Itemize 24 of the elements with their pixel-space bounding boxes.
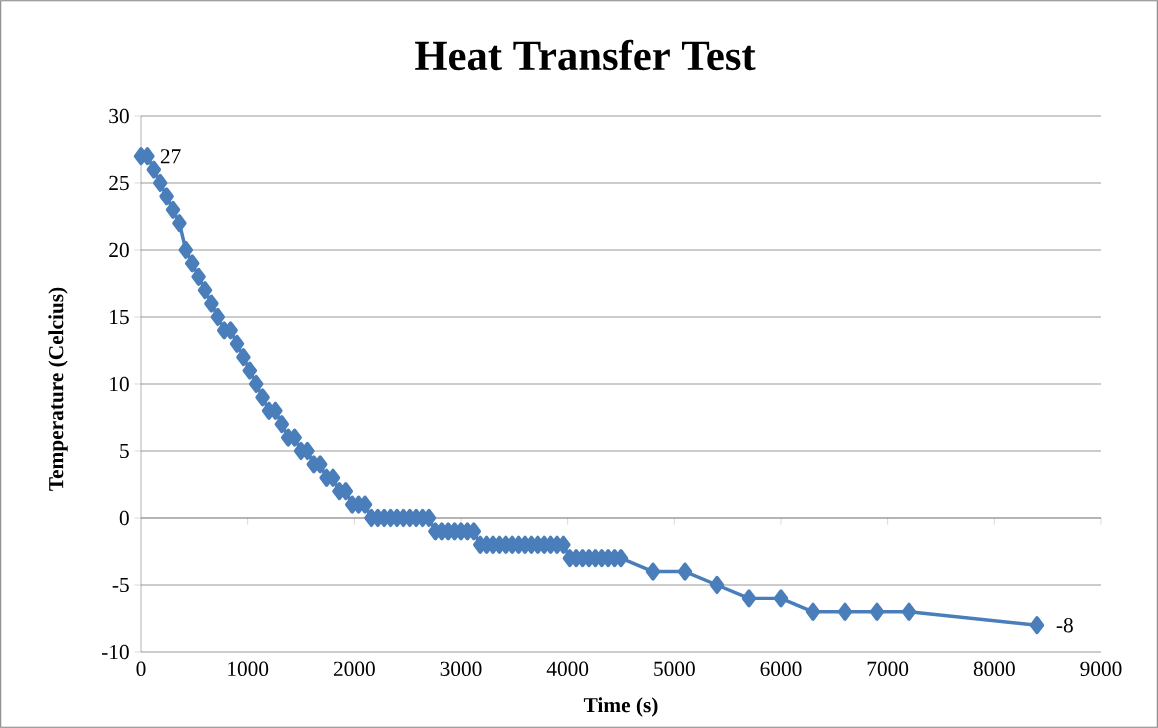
- y-tick-label: -5: [112, 577, 129, 593]
- y-tick-label: 0: [119, 510, 129, 526]
- x-tick-label: 5000: [654, 661, 695, 676]
- y-tick-label: -10: [101, 644, 129, 660]
- x-tick-label: 0: [136, 661, 146, 676]
- x-tick-label: 1000: [228, 661, 269, 676]
- y-tick-label: 10: [110, 376, 129, 392]
- y-tick-label: 15: [110, 309, 129, 325]
- y-tick-label: 5: [120, 443, 129, 459]
- x-tick-label: 8000: [973, 661, 1015, 676]
- x-axis-title: Time (s): [583, 697, 658, 717]
- x-tick-label: 9000: [1080, 661, 1122, 676]
- x-tick-label: 7000: [867, 661, 909, 676]
- y-tick-label: 20: [109, 242, 129, 258]
- data-label: 27: [160, 149, 181, 164]
- x-tick-label: 2000: [333, 661, 375, 676]
- data-label: -8: [1056, 618, 1073, 633]
- y-tick-label: 30: [109, 108, 129, 124]
- y-axis-title: Temperature (Celcius): [48, 287, 68, 491]
- x-tick-label: 6000: [760, 661, 802, 676]
- y-tick-label: 25: [109, 175, 129, 191]
- chart-title: Heat Transfer Test: [415, 39, 756, 71]
- x-tick-label: 3000: [440, 661, 482, 676]
- x-tick-label: 4000: [546, 661, 589, 676]
